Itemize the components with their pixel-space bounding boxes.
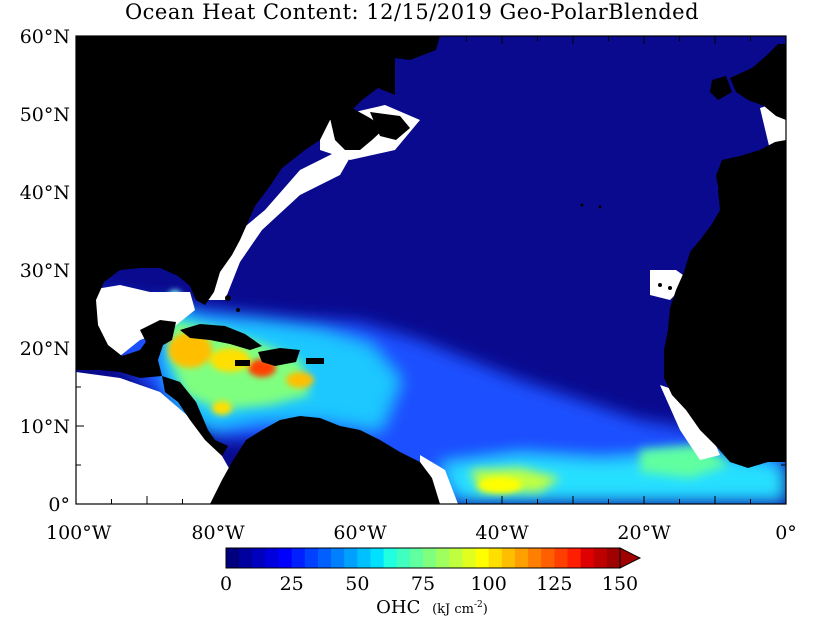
colorbar-swatch <box>541 548 555 568</box>
colorbar-swatch <box>593 548 608 568</box>
lon-label: 40°W <box>475 522 529 544</box>
lon-label: 100°W <box>46 522 112 544</box>
africa-landmass <box>664 160 786 468</box>
colorbar-swatch <box>488 548 503 568</box>
lon-label: 80°W <box>191 522 245 544</box>
colorbar-swatch <box>370 548 385 568</box>
north-america-landmass <box>76 36 395 378</box>
land-masses <box>76 36 786 504</box>
lon-label: 60°W <box>333 522 387 544</box>
colorbar-swatch <box>317 548 332 568</box>
colorbar-swatch <box>436 548 450 568</box>
lat-label: 60°N <box>20 26 70 48</box>
colorbar-label-name: OHC <box>376 597 420 617</box>
lat-label: 30°N <box>20 260 70 282</box>
colorbar-units: (kJ cm <box>432 602 474 617</box>
lat-label: 0° <box>48 494 70 516</box>
colorbar-swatch <box>580 548 595 568</box>
colorbar-swatch <box>265 548 280 568</box>
colorbar <box>225 547 642 569</box>
longitude-axis: 100°W 80°W 60°W 40°W 20°W 0° <box>46 36 797 544</box>
lat-label: 50°N <box>20 104 70 126</box>
colorbar-swatch <box>514 548 529 568</box>
colorbar-swatch <box>409 548 424 568</box>
colorbar-swatch <box>278 548 293 568</box>
lat-label: 10°N <box>20 416 70 438</box>
colorbar-units-exponent: -2 <box>474 600 483 610</box>
lat-label: 40°N <box>20 182 70 204</box>
colorbar-swatch <box>226 548 240 568</box>
colorbar-swatch <box>357 548 371 568</box>
colorbar-swatch <box>344 548 358 568</box>
colorbar-swatch <box>396 548 411 568</box>
colorbar-tick-label: 50 <box>345 573 369 595</box>
cuba-island <box>180 324 262 350</box>
colorbar-units-close: ) <box>483 602 488 617</box>
colorbar-label: OHC (kJ cm-2) <box>376 597 488 617</box>
colorbar-swatch <box>449 548 463 568</box>
south-america-landmass <box>210 416 440 504</box>
colorbar-swatch <box>462 548 477 568</box>
colorbar-tick-label: 100 <box>471 573 507 595</box>
map-panel <box>76 36 786 504</box>
latitude-axis: 60°N 50°N 40°N 30°N 20°N 10°N 0° <box>20 26 786 516</box>
colorbar-tick-label: 75 <box>411 573 435 595</box>
colorbar-swatch <box>423 548 437 568</box>
colorbar-swatch <box>304 548 319 568</box>
colorbar-swatch <box>501 548 516 568</box>
lon-label: 20°W <box>617 522 671 544</box>
colorbar-swatch <box>383 548 398 568</box>
lon-label: 0° <box>775 522 797 544</box>
colorbar-frame <box>225 547 621 569</box>
map-title: Ocean Heat Content: 12/15/2019 Geo-Polar… <box>124 0 700 24</box>
colorbar-swatch <box>475 548 490 568</box>
hispaniola-island <box>258 348 300 366</box>
colorbar-arrow <box>619 547 642 569</box>
lat-label: 20°N <box>20 338 70 360</box>
colorbar-swatch <box>291 548 306 568</box>
colorbar-ticks: 0 25 50 75 100 125 150 <box>220 573 638 595</box>
colorbar-swatch <box>528 548 542 568</box>
colorbar-tick-label: 25 <box>280 573 304 595</box>
colorbar-swatch <box>239 548 253 568</box>
colorbar-swatch <box>567 548 582 568</box>
colorbar-swatch <box>252 548 266 568</box>
colorbar-swatch <box>554 548 568 568</box>
iberia-landmass <box>716 140 786 228</box>
colorbar-swatch <box>606 548 621 568</box>
colorbar-swatch <box>331 548 345 568</box>
colorbar-tick-label: 125 <box>536 573 572 595</box>
colorbar-tick-label: 0 <box>220 573 232 595</box>
colorbar-tick-label: 150 <box>602 573 638 595</box>
